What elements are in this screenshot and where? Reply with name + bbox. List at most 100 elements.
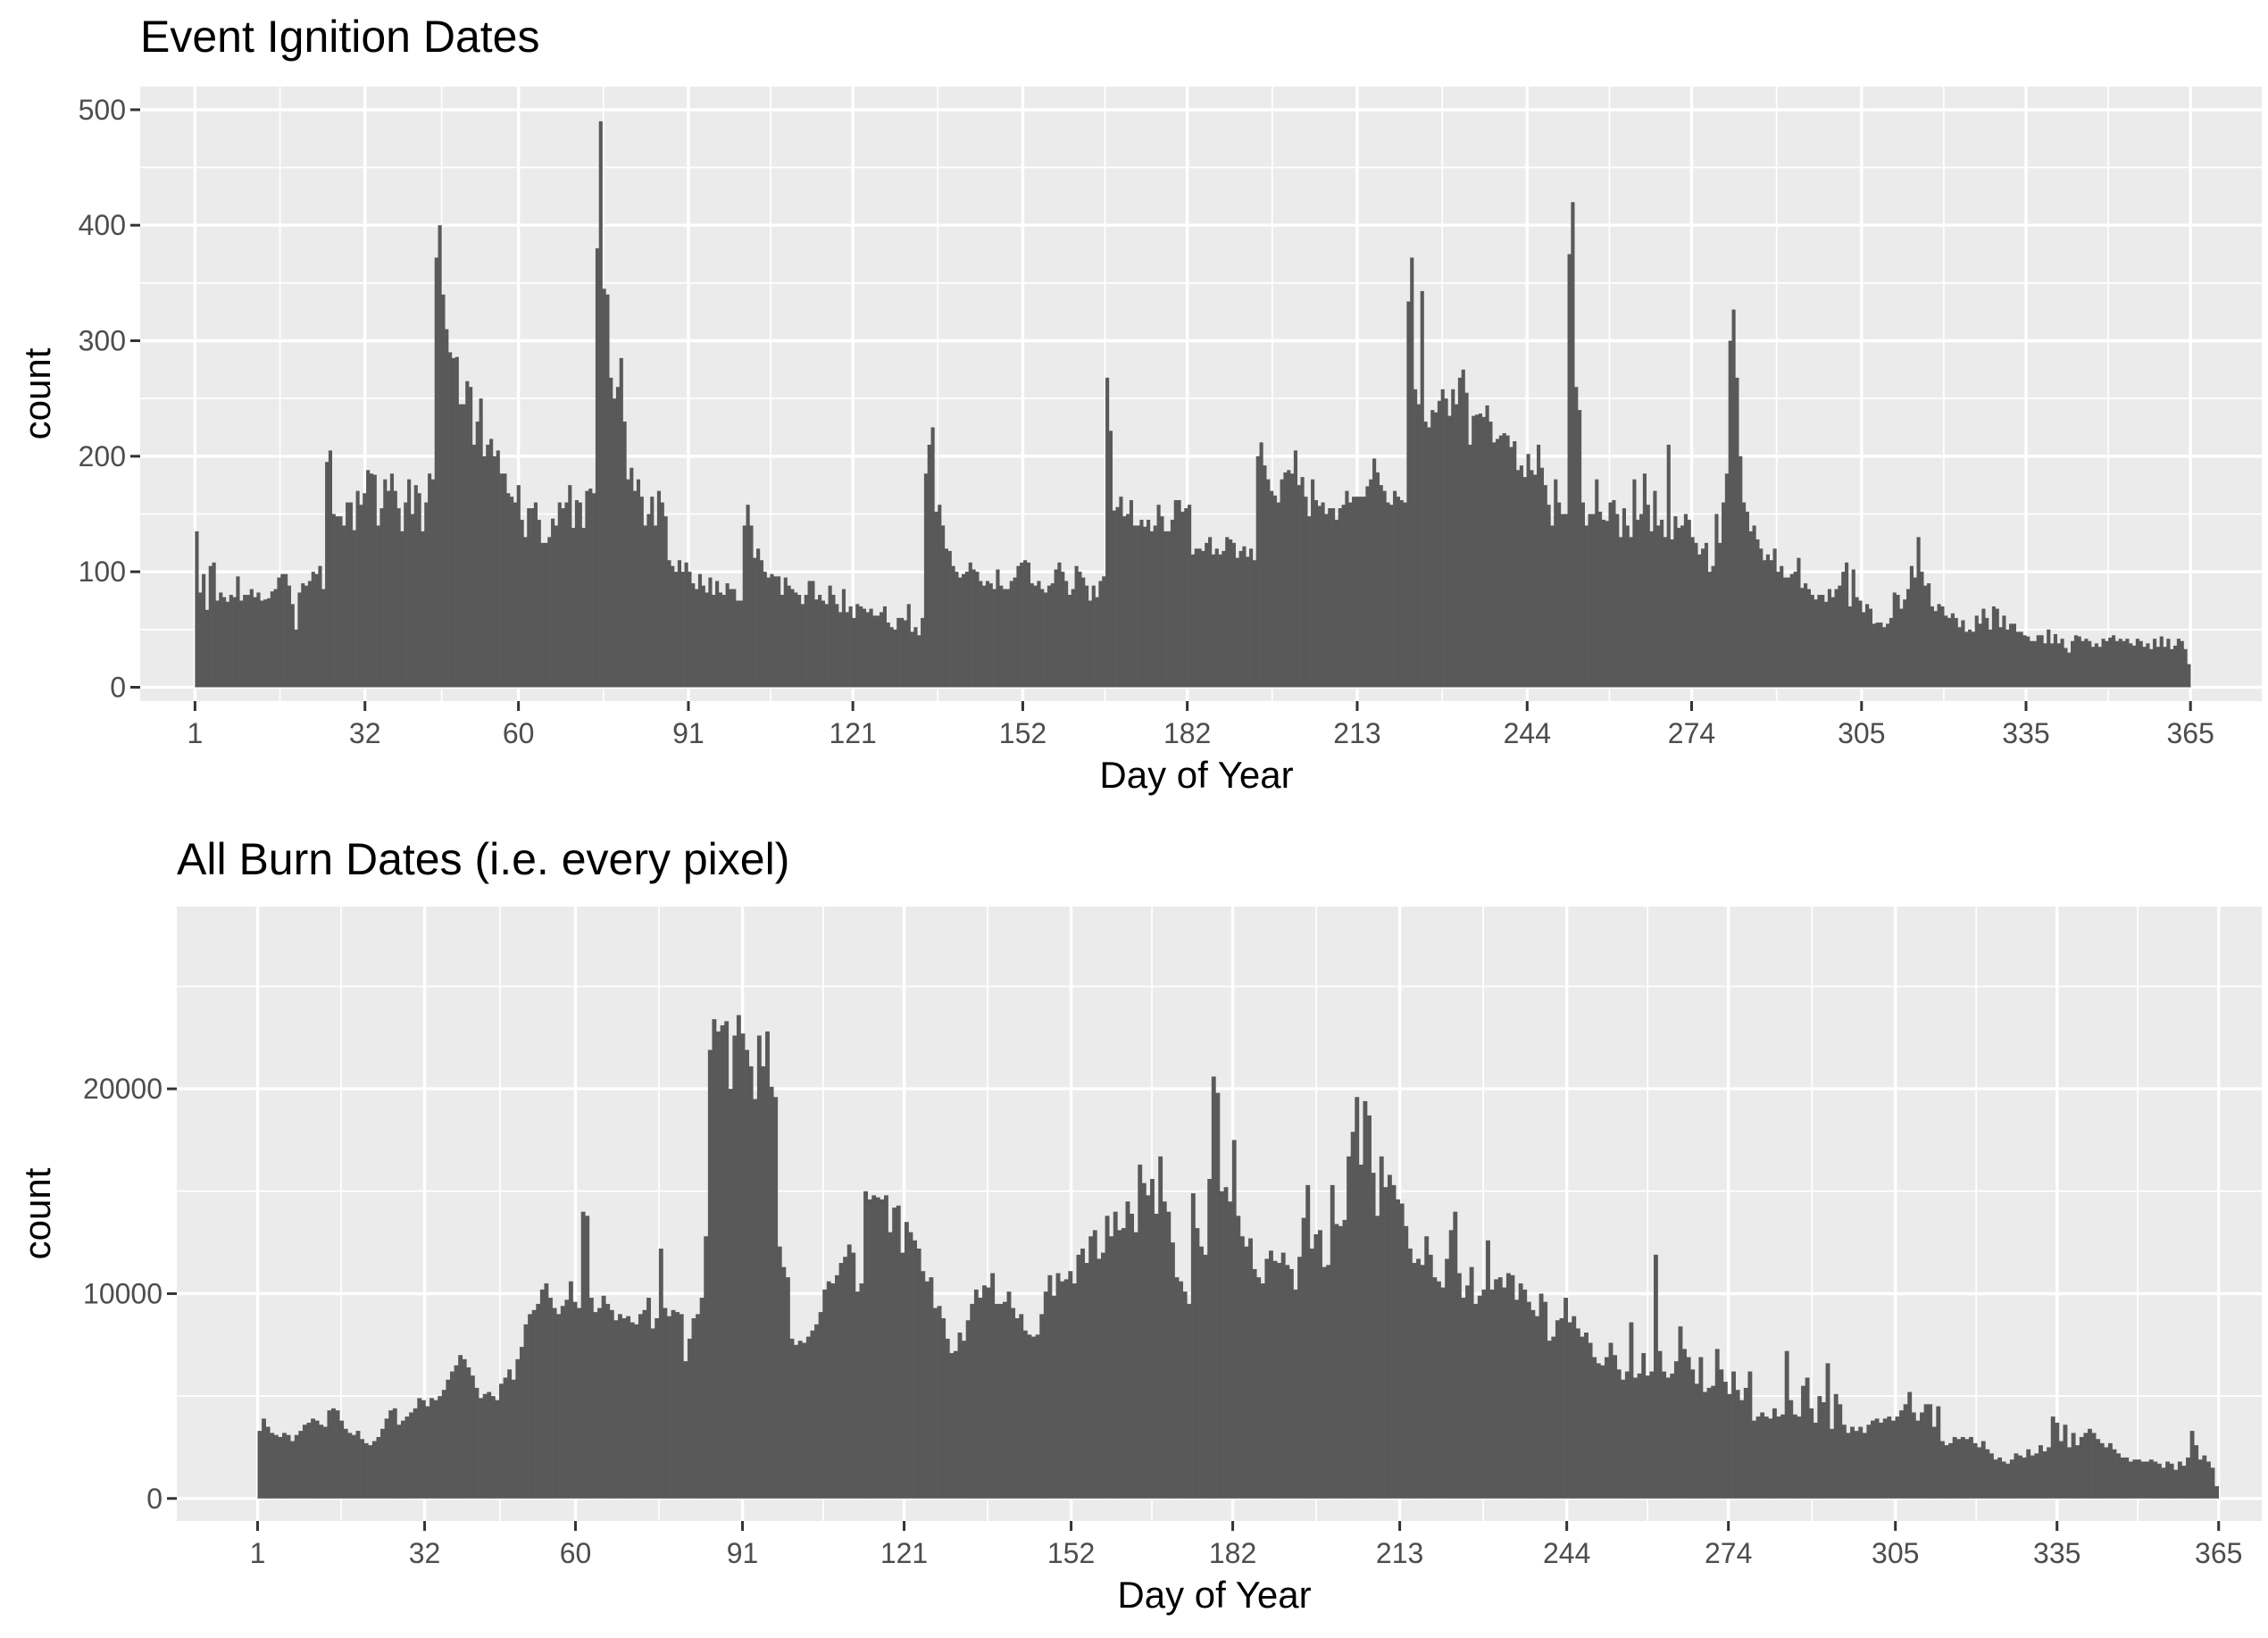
bar — [1014, 1317, 1020, 1499]
bar — [475, 422, 479, 688]
bar — [761, 1066, 766, 1499]
bar — [588, 489, 593, 688]
bar — [811, 581, 815, 688]
bar — [2002, 615, 2006, 688]
x-tick-label: 274 — [1668, 717, 1715, 749]
bar — [1584, 1333, 1588, 1499]
bar — [1513, 441, 1517, 688]
bar — [1846, 1433, 1851, 1499]
bars — [257, 1015, 2220, 1499]
bar — [1023, 560, 1028, 688]
bar — [1211, 554, 1215, 688]
bar — [1068, 1271, 1073, 1499]
bar — [236, 576, 240, 688]
bar — [2056, 643, 2061, 688]
bar — [1122, 516, 1127, 688]
bar — [978, 1298, 983, 1499]
bar — [1731, 309, 1736, 688]
bar — [1747, 1371, 1753, 1499]
bar — [1947, 617, 1952, 688]
bar — [1050, 583, 1055, 688]
bar — [479, 1398, 483, 1499]
bar — [2189, 1431, 2195, 1499]
bar — [2026, 636, 2030, 688]
bar — [759, 560, 764, 688]
bar — [202, 573, 206, 688]
bar — [530, 508, 535, 688]
bar — [941, 1317, 946, 1499]
bar — [855, 604, 860, 688]
bar — [1301, 1217, 1306, 1499]
x-tick-label: 244 — [1504, 717, 1551, 749]
bar — [2153, 1461, 2158, 1499]
bar — [650, 497, 655, 688]
bar — [1492, 442, 1497, 688]
bar — [1393, 490, 1397, 688]
bar — [1236, 1216, 1241, 1499]
bar — [1571, 202, 1575, 688]
bar — [1030, 583, 1034, 688]
bar — [2083, 1433, 2089, 1499]
bar — [1625, 525, 1630, 688]
bar — [540, 542, 545, 688]
bar — [1833, 1393, 1839, 1499]
bar — [1195, 1228, 1200, 1499]
bar — [2177, 1461, 2182, 1499]
bar — [1923, 585, 1928, 688]
bar — [2122, 640, 2126, 688]
bar — [1244, 1246, 1249, 1499]
bar — [1207, 1179, 1213, 1499]
bar — [1759, 548, 1764, 688]
bar — [787, 585, 791, 688]
bar — [949, 1352, 955, 1499]
bar — [282, 1433, 287, 1499]
bar — [1027, 1334, 1032, 1499]
bar — [1348, 502, 1353, 688]
bar — [1865, 604, 1870, 688]
bar — [1399, 1203, 1405, 1499]
bar — [904, 1222, 909, 1499]
bar — [605, 1303, 611, 1499]
bar — [1735, 1390, 1740, 1499]
bar — [1615, 514, 1620, 688]
bar — [503, 473, 507, 688]
bar — [469, 387, 473, 688]
bar — [1978, 623, 1982, 688]
bar — [1654, 1254, 1658, 1499]
bar — [1263, 465, 1267, 688]
bar — [499, 473, 504, 688]
bar — [862, 608, 867, 688]
bar — [1604, 1357, 1609, 1499]
bar — [520, 519, 524, 688]
bar — [630, 467, 634, 688]
bar — [335, 1410, 340, 1499]
bar — [1920, 1412, 1924, 1499]
bar — [1489, 1289, 1495, 1499]
bar — [1219, 1191, 1224, 1499]
bar — [1375, 472, 1380, 688]
bar — [1596, 1363, 1601, 1499]
bar — [646, 514, 651, 688]
bar — [380, 1428, 385, 1499]
bar — [371, 1441, 377, 1499]
bar — [1444, 398, 1448, 688]
bar — [2050, 1417, 2055, 1499]
bar — [1707, 572, 1712, 688]
bar — [2018, 1455, 2022, 1499]
bar — [1830, 597, 1835, 688]
bar — [2155, 647, 2160, 688]
x-tick-label: 365 — [2166, 717, 2214, 749]
bar — [225, 601, 230, 688]
x-tick-label: 213 — [1376, 1537, 1423, 1569]
bar — [1637, 1373, 1642, 1499]
bar — [2137, 1459, 2141, 1499]
bar — [1591, 514, 1596, 688]
bar — [1646, 505, 1650, 688]
bar — [753, 557, 757, 688]
bar — [715, 581, 720, 688]
bar — [677, 560, 682, 688]
bar — [1190, 554, 1195, 688]
bar — [1745, 511, 1749, 688]
bar — [1722, 502, 1726, 688]
